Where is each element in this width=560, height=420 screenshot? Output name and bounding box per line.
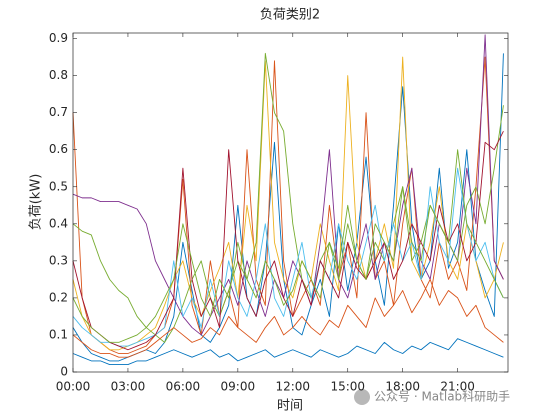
- y-tick-label: 0.2: [49, 290, 68, 304]
- x-tick-label: 00:00: [56, 380, 91, 394]
- watermark-group: 公众号 · Matlab科研助手: [354, 389, 510, 405]
- series-line: [72, 149, 504, 343]
- axes-box: [72, 32, 509, 373]
- y-tick-label: 0.9: [49, 31, 68, 45]
- x-tick-label: 15:00: [330, 380, 365, 394]
- y-tick-label: 0.3: [49, 253, 68, 267]
- x-tick-label: 03:00: [111, 380, 146, 394]
- x-tick-label: 21:00: [440, 380, 475, 394]
- x-tick-label: 06:00: [166, 380, 201, 394]
- x-axis-label: 时间: [277, 399, 303, 414]
- x-tick-label: 12:00: [275, 380, 310, 394]
- x-tick-label: 09:00: [221, 380, 256, 394]
- y-tick-label: 0.6: [49, 142, 68, 156]
- plot-area: [72, 34, 504, 366]
- y-tick-label: 0: [60, 365, 68, 379]
- series-line: [72, 338, 504, 366]
- x-tick-label: 18:00: [385, 380, 420, 394]
- y-tick-label: 0.7: [49, 105, 68, 119]
- watermark: 公众号 · Matlab科研助手: [374, 390, 510, 404]
- series-line: [72, 278, 504, 358]
- y-axis-label: 负荷(kW): [29, 174, 44, 231]
- watermark-icon: [354, 389, 370, 405]
- series-line: [72, 56, 504, 351]
- series-line: [72, 130, 504, 351]
- y-tick-label: 0.1: [49, 327, 68, 341]
- y-tick-label: 0.8: [49, 68, 68, 82]
- series-line: [72, 34, 504, 336]
- y-tick-label: 0.4: [49, 216, 68, 230]
- y-tick-label: 0.5: [49, 179, 68, 193]
- chart-title: 负荷类别2: [260, 8, 320, 23]
